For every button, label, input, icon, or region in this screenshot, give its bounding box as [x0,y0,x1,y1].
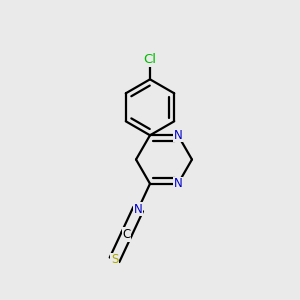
Text: Cl: Cl [143,53,157,66]
Text: C: C [122,228,130,241]
Text: N: N [174,177,182,190]
Text: N: N [174,129,182,142]
Text: N: N [134,202,142,216]
Text: S: S [111,253,118,266]
